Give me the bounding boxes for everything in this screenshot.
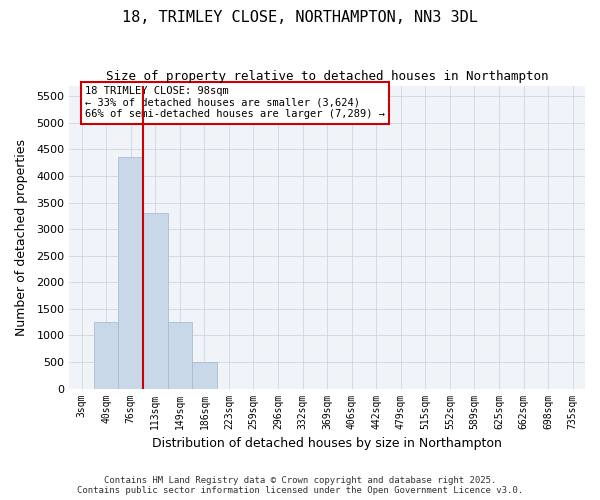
Bar: [143, 213, 167, 388]
Text: 18 TRIMLEY CLOSE: 98sqm
← 33% of detached houses are smaller (3,624)
66% of semi: 18 TRIMLEY CLOSE: 98sqm ← 33% of detache…: [85, 86, 385, 120]
Title: Size of property relative to detached houses in Northampton: Size of property relative to detached ho…: [106, 70, 548, 83]
Y-axis label: Number of detached properties: Number of detached properties: [15, 138, 28, 336]
Bar: [118, 158, 143, 388]
Text: 18, TRIMLEY CLOSE, NORTHAMPTON, NN3 3DL: 18, TRIMLEY CLOSE, NORTHAMPTON, NN3 3DL: [122, 10, 478, 25]
Bar: [192, 362, 217, 388]
Bar: [94, 322, 118, 388]
Text: Contains HM Land Registry data © Crown copyright and database right 2025.
Contai: Contains HM Land Registry data © Crown c…: [77, 476, 523, 495]
Bar: [167, 322, 192, 388]
X-axis label: Distribution of detached houses by size in Northampton: Distribution of detached houses by size …: [152, 437, 502, 450]
